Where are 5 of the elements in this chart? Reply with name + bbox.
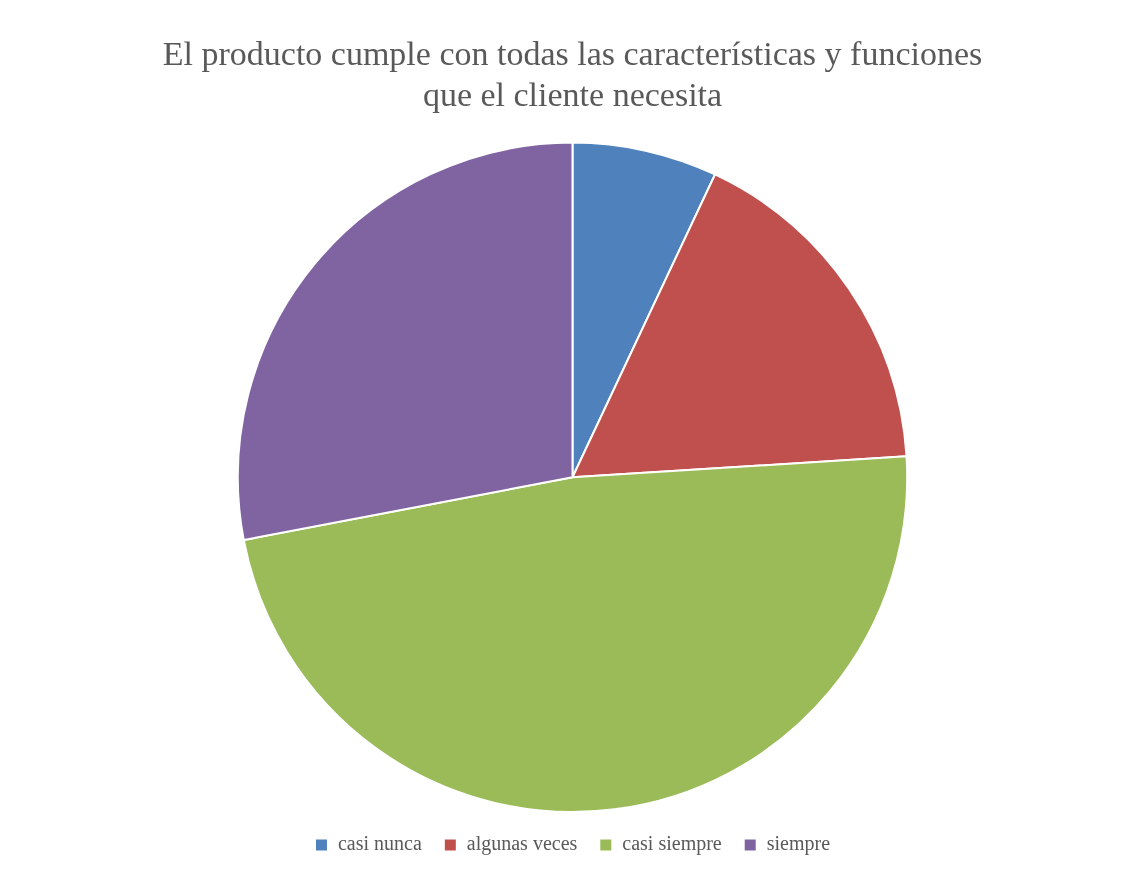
legend-label: casi siempre bbox=[622, 832, 722, 856]
legend-label: algunas veces bbox=[466, 832, 578, 856]
legend-label: siempre bbox=[766, 832, 831, 856]
legend-label: casi nunca bbox=[337, 832, 422, 855]
chart-title: El producto cumple con todas las características y funciones que el cliente necesita bbox=[162, 35, 983, 114]
